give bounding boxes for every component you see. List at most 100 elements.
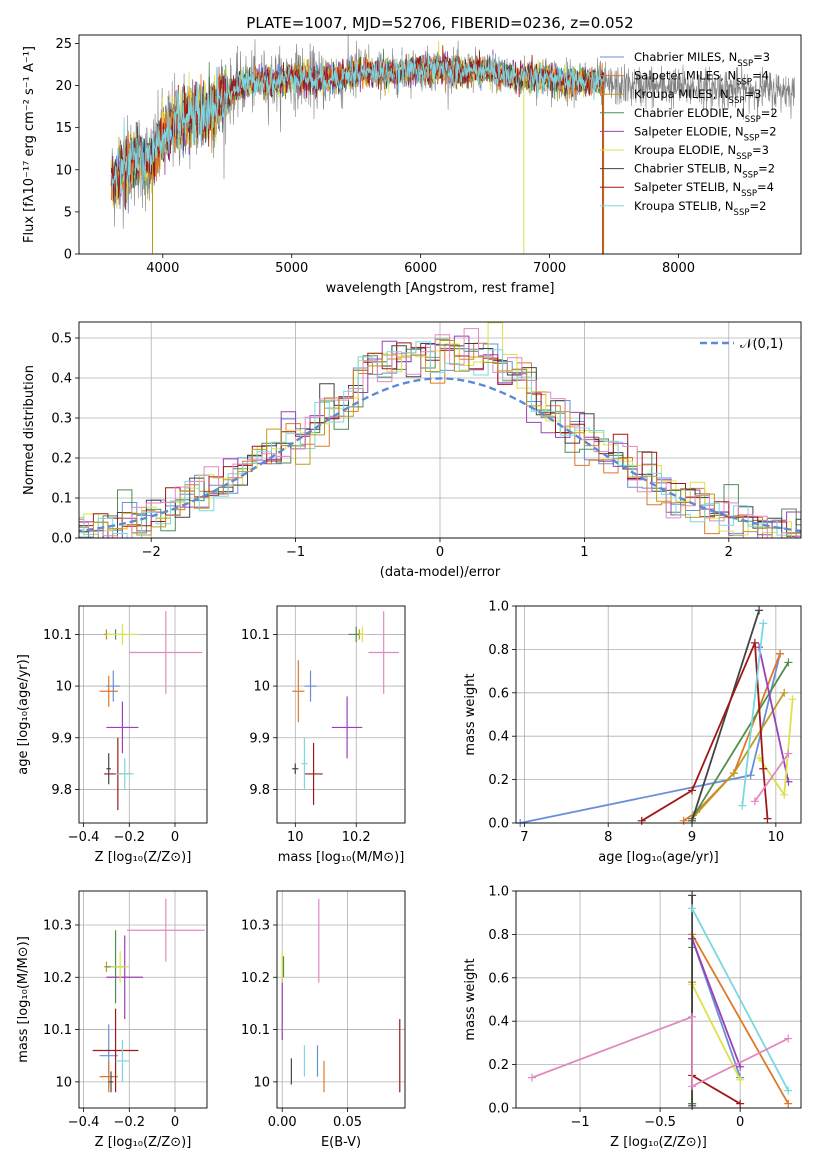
y-tick-label: 10.3 xyxy=(241,918,270,933)
weight-marker xyxy=(746,771,755,780)
weight-marker xyxy=(688,1101,697,1110)
x-tick-label: 0 xyxy=(171,1115,179,1130)
x-tick-label: 8 xyxy=(604,830,612,845)
y-tick-label: 10 xyxy=(253,680,270,695)
weight-line xyxy=(691,692,785,820)
weight-plot-area xyxy=(528,891,793,1110)
legend-entry: Chabrier ELODIE, NSSP=2 xyxy=(634,106,778,125)
x-tick-label: −1 xyxy=(570,1115,589,1130)
weight-marker xyxy=(784,749,793,758)
errorbar-plot-area xyxy=(281,898,401,1093)
x-tick-label: −0.2 xyxy=(113,1115,145,1130)
weight-marker xyxy=(780,790,789,799)
y-tick-label: 10.1 xyxy=(241,628,270,643)
weight-line xyxy=(691,1074,741,1105)
x-tick-label: 4000 xyxy=(146,261,179,276)
weight-marker xyxy=(784,1086,793,1095)
x-tick-label: 8000 xyxy=(662,261,695,276)
y-axis-label: mass weight xyxy=(463,958,478,1040)
y-tick-label: 1.0 xyxy=(488,885,509,900)
y-tick-label: 9.8 xyxy=(249,783,270,798)
axes-frame xyxy=(276,890,406,1109)
weight-marker xyxy=(763,814,772,823)
weight-marker xyxy=(759,619,768,628)
axes-frame xyxy=(515,890,802,1109)
x-tick-label: 2 xyxy=(725,545,733,560)
y-tick-label: 10 xyxy=(55,163,72,178)
x-tick-label: −0.4 xyxy=(68,1115,100,1130)
y-tick-label: 10 xyxy=(253,1075,270,1090)
x-tick-label: 10.2 xyxy=(342,830,371,845)
mass-weight-vs-metallicity-panel: −1 −0.5 0 0.0 0.2 0.4 0.6 0.8 1.0 Z [log₁₀(Z/Z⊙)]… xyxy=(463,885,802,1150)
weight-marker xyxy=(688,786,697,795)
weight-marker xyxy=(738,801,747,810)
y-tick-label: 20 xyxy=(55,79,72,94)
y-tick-label: 0.2 xyxy=(488,1058,509,1073)
y-tick-label: 0.0 xyxy=(488,1102,509,1117)
weight-marker xyxy=(750,638,759,647)
weight-plot-area xyxy=(516,606,797,827)
weight-line xyxy=(691,907,789,1092)
weight-marker xyxy=(729,769,738,778)
weight-marker xyxy=(736,1075,745,1084)
y-tick-label: 0.2 xyxy=(488,773,509,788)
age-vs-mass-panel: 10 10.2 9.8 9.9 10 10.1 mass [log₁₀(M/M⊙)] xyxy=(241,605,406,865)
y-tick-label: 10.3 xyxy=(43,918,72,933)
axes-frame xyxy=(515,605,802,824)
y-tick-label: 0.5 xyxy=(51,332,72,347)
y-axis-label: Flux [fλ10⁻¹⁷ erg cm⁻² s⁻¹ A⁻¹] xyxy=(22,46,37,243)
weight-marker xyxy=(755,606,764,615)
weight-marker xyxy=(759,764,768,773)
weight-marker xyxy=(776,649,785,658)
residual-histogram-panel: −2 −1 0 1 2 0.0 0.1 0.2 0.3 0.4 0.5 (data-model)/er… xyxy=(22,321,802,580)
weight-marker xyxy=(688,1012,697,1021)
y-axis-label: mass [log₁₀(M/M⊙)] xyxy=(16,936,31,1063)
y-axis-label: age [log₁₀(age/yr)] xyxy=(16,654,31,775)
x-tick-label: 9 xyxy=(688,830,696,845)
legend-entry: Kroupa MILES, NSSP=3 xyxy=(634,87,761,106)
y-tick-label: 5 xyxy=(64,205,72,220)
x-tick-label: 7 xyxy=(520,830,528,845)
x-axis-label: Z [log₁₀(Z/Z⊙)] xyxy=(95,1135,192,1150)
legend-entry: Chabrier STELIB, NSSP=2 xyxy=(634,162,775,181)
legend-entry: Salpeter ELODIE, NSSP=2 xyxy=(634,124,777,143)
model-spectrum-line-8 xyxy=(110,53,605,194)
y-axis-label: Normed distribution xyxy=(22,365,37,495)
weight-marker xyxy=(755,643,764,652)
y-tick-label: 9.8 xyxy=(51,783,72,798)
residual-histogram-9 xyxy=(79,328,801,538)
x-tick-label: 5000 xyxy=(275,261,308,276)
y-tick-label: 0.4 xyxy=(51,372,72,387)
axes-frame xyxy=(78,34,802,255)
weight-line xyxy=(754,753,790,802)
y-tick-label: 10.2 xyxy=(43,971,72,986)
weight-marker xyxy=(637,816,646,825)
weight-marker xyxy=(788,695,797,704)
x-tick-label: −0.4 xyxy=(68,830,100,845)
x-tick-label: 7000 xyxy=(533,261,566,276)
weight-line xyxy=(691,661,790,820)
weight-marker xyxy=(780,688,789,697)
errorbar-plot-area xyxy=(92,898,205,1093)
mass-vs-metallicity-panel: −0.4 −0.2 0 10 10.1 10.2 10.3 Z [log₁₀(Z/Z⊙)] ma… xyxy=(16,890,208,1150)
y-tick-label: 1.0 xyxy=(488,600,509,615)
weight-marker xyxy=(688,816,697,825)
x-tick-label: 0 xyxy=(171,830,179,845)
weight-marker xyxy=(679,816,688,825)
y-tick-label: 15 xyxy=(55,121,72,136)
legend-entry: Salpeter MILES, NSSP=4 xyxy=(634,69,769,88)
y-tick-label: 0.6 xyxy=(488,686,509,701)
weight-marker xyxy=(688,1082,697,1091)
axes-frame xyxy=(78,605,208,824)
legend-entry: Salpeter STELIB, NSSP=4 xyxy=(634,180,774,199)
y-tick-label: 0.4 xyxy=(488,730,509,745)
y-tick-label: 10.1 xyxy=(241,1023,270,1038)
weight-marker xyxy=(736,1099,745,1108)
residual-histogram-8 xyxy=(79,341,801,538)
y-tick-label: 10 xyxy=(55,680,72,695)
y-tick-label: 0 xyxy=(64,248,72,263)
x-tick-label: 0.05 xyxy=(333,1115,362,1130)
weight-marker xyxy=(750,797,759,806)
x-tick-label: 0.00 xyxy=(268,1115,297,1130)
